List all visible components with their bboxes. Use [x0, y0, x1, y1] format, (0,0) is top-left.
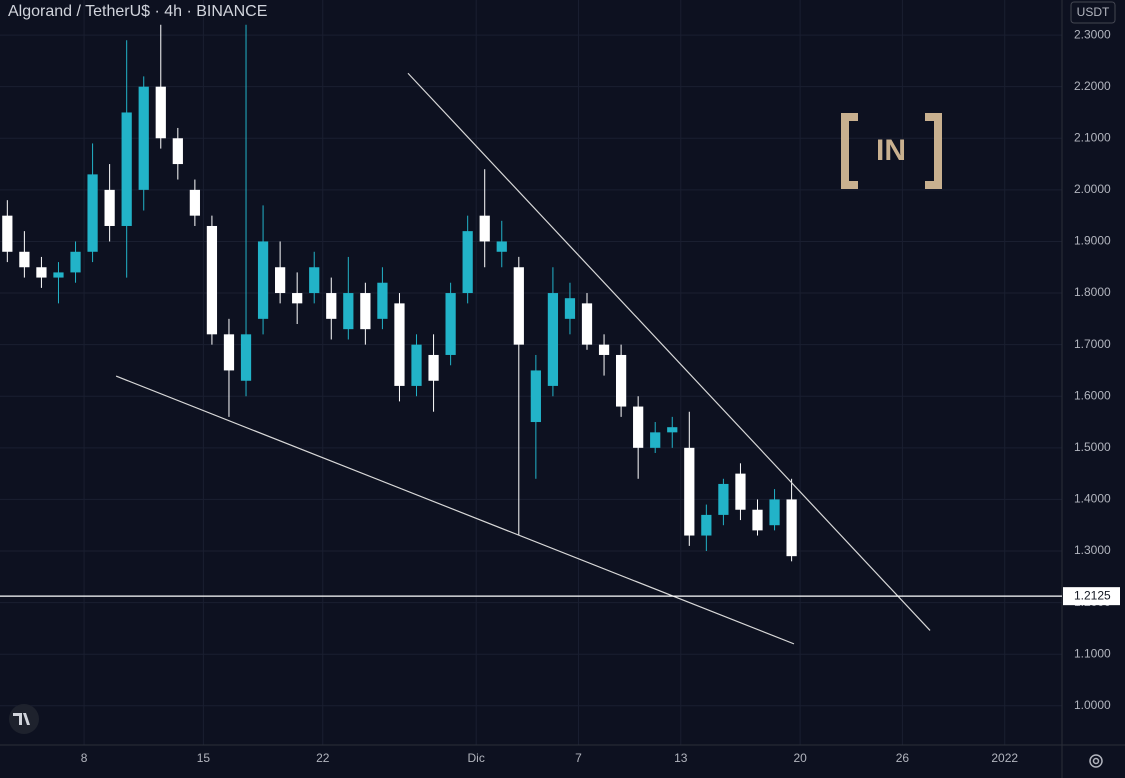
y-tick-label: 1.9000	[1074, 234, 1111, 248]
candle-body	[786, 499, 797, 557]
candle-body	[394, 303, 405, 386]
candle-body	[155, 86, 166, 139]
currency[interactable]: USDT	[1077, 5, 1110, 19]
y-tick-label: 1.4000	[1074, 492, 1111, 506]
candle-body	[87, 174, 98, 252]
candle-body	[684, 447, 695, 536]
candle-body	[257, 241, 269, 319]
candle-body	[223, 334, 235, 371]
candle-body	[650, 432, 661, 448]
candle-body	[496, 241, 507, 252]
candle-body	[513, 267, 524, 345]
x-tick-label: Dic	[468, 751, 485, 765]
y-tick-label: 1.0000	[1074, 698, 1111, 712]
candle-body	[172, 138, 183, 165]
candle-body	[343, 293, 354, 330]
x-tick-label: 2022	[991, 751, 1018, 765]
candle-body	[411, 344, 422, 386]
y-tick-label: 2.2000	[1074, 79, 1111, 93]
price-label-box	[1063, 587, 1120, 606]
candle-body	[36, 267, 47, 278]
trend-line	[115, 375, 795, 645]
candle-body	[53, 272, 64, 278]
y-tick-label: 1.6000	[1074, 388, 1111, 402]
candle-body	[138, 86, 149, 190]
candle-body	[547, 293, 559, 386]
x-tick-label: 8	[81, 751, 88, 765]
candle-body	[598, 344, 610, 355]
candle-body	[735, 473, 746, 510]
candle-body	[701, 514, 712, 536]
x-tick-label: 20	[793, 751, 807, 765]
chart-title: Algorand / TetherU$ · 4h · BINANCE	[8, 3, 267, 20]
y-tick-label: 1.3000	[1074, 543, 1111, 557]
logo-text: IN	[876, 134, 906, 167]
candle-body	[189, 189, 200, 216]
candle-body	[718, 483, 729, 515]
marks	[2, 24, 931, 645]
candle-body	[206, 225, 218, 335]
x-tick-label: 15	[197, 751, 211, 765]
watermark-logo: IN	[841, 113, 942, 189]
candle-body	[581, 303, 593, 345]
candle-body	[104, 189, 115, 226]
x-tick-label: 26	[896, 751, 910, 765]
price-label: 1.2125	[1074, 588, 1111, 602]
y-tick-label: 1.5000	[1074, 440, 1111, 454]
y-tick-label: 2.0000	[1074, 182, 1111, 196]
candle-body	[615, 354, 627, 407]
y-tick-label: 2.3000	[1074, 27, 1111, 41]
candle-body	[530, 370, 541, 423]
x-tick-label: 13	[674, 751, 688, 765]
x-tick-label: 22	[316, 751, 330, 765]
y-tick-label: 1.1000	[1074, 646, 1111, 660]
y-tick-label: 1.7000	[1074, 337, 1111, 351]
trend-line	[407, 72, 931, 631]
y-tick-label: 2.1000	[1074, 130, 1111, 144]
candle-body	[19, 251, 30, 268]
candle-body	[479, 215, 490, 242]
candle-body	[633, 406, 644, 448]
candle-body	[70, 251, 81, 273]
candle-body	[564, 298, 576, 319]
candle-body	[326, 293, 337, 319]
candle-body	[769, 499, 780, 526]
candle-body	[667, 427, 678, 433]
candle-body	[462, 231, 473, 294]
candle-body	[377, 282, 388, 319]
candle-body	[428, 354, 439, 381]
y-tick-label: 1.8000	[1074, 285, 1111, 299]
candle-body	[752, 509, 763, 531]
candle-body	[2, 215, 13, 252]
tv-logo[interactable]	[9, 704, 39, 734]
candle-body	[292, 293, 303, 304]
x-tick-label: 7	[575, 751, 582, 765]
candle-body	[360, 293, 371, 330]
candle-body	[445, 293, 456, 355]
candle-body	[275, 267, 286, 294]
settings-icon[interactable]	[1089, 754, 1103, 768]
candle-body	[121, 112, 132, 226]
currency-box[interactable]	[1070, 1, 1116, 24]
candle-body	[309, 267, 320, 294]
candle-body	[240, 334, 252, 381]
